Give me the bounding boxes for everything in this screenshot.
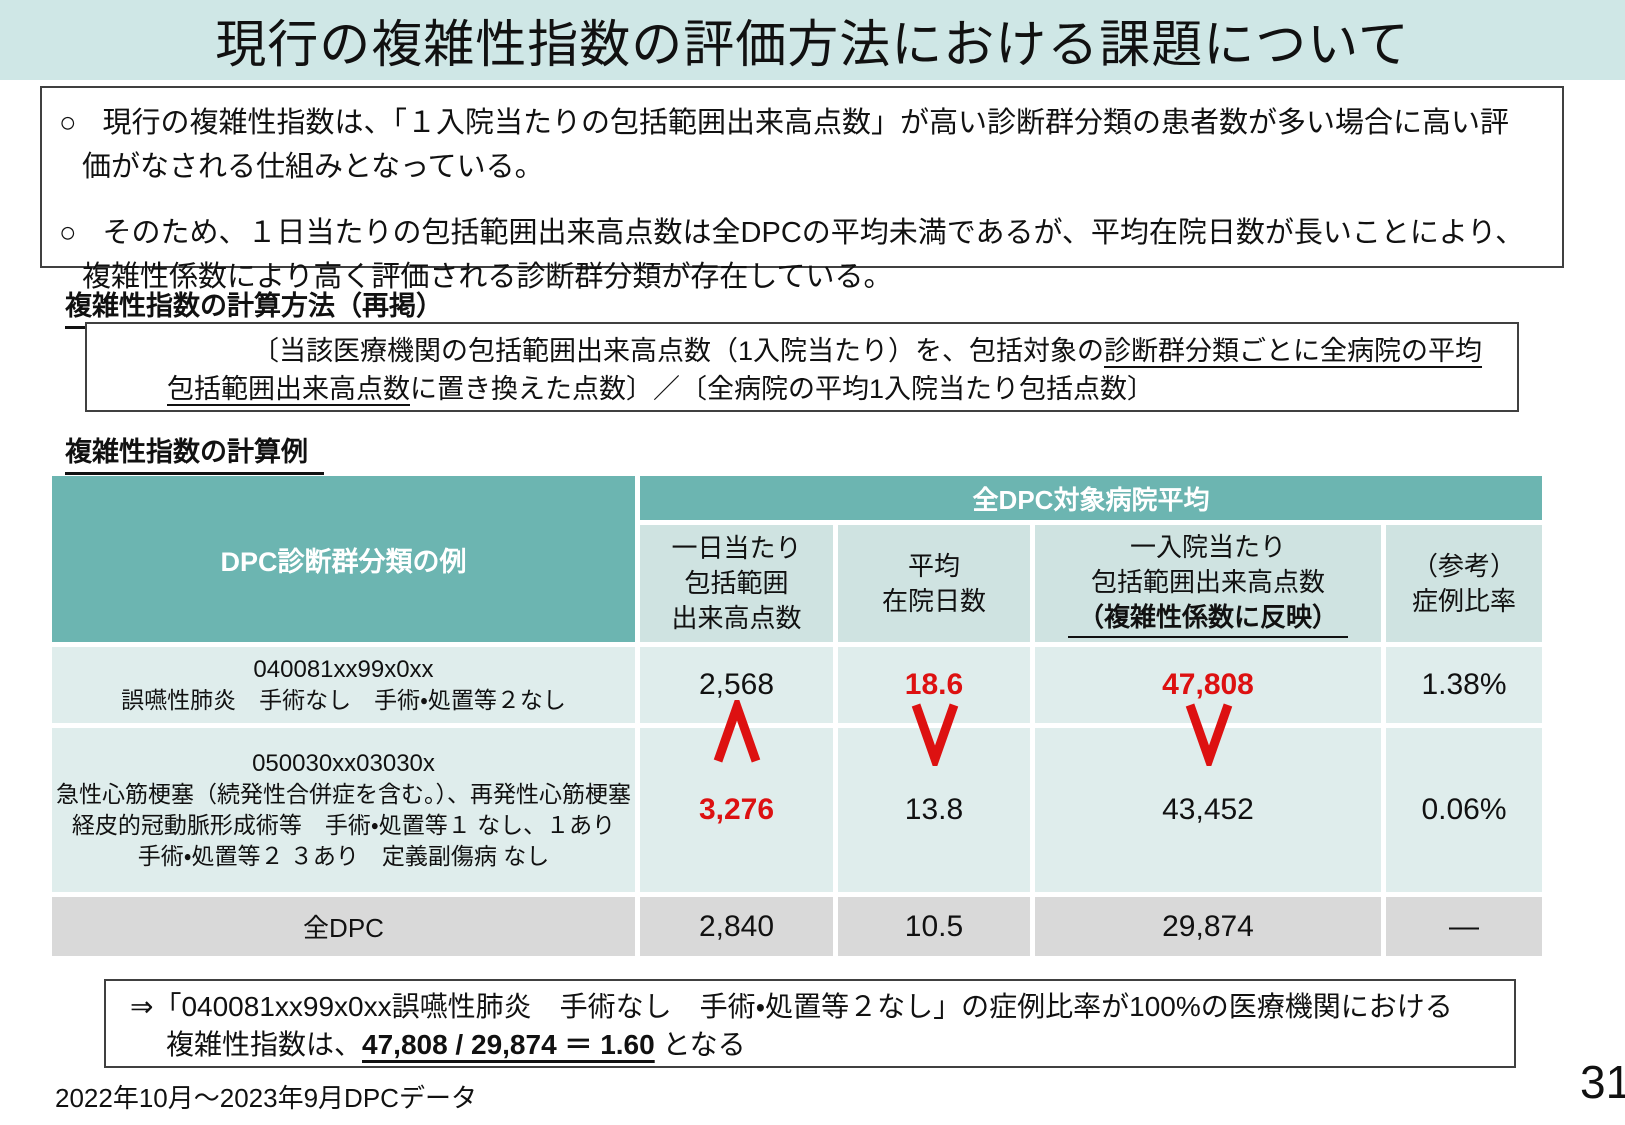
conclusion-prefix: 複雑性指数は、 (166, 1029, 363, 1060)
point-item: ○ そのため、１日当たりの包括範囲出来高点数は全DPCの平均未満であるが、平均在… (59, 211, 1546, 299)
table-cell-avg-stay: 18.6 (838, 647, 1030, 723)
title-band: 現行の複雑性指数の評価方法における課題について (0, 0, 1625, 80)
table-cell-avg-stay: 10.5 (838, 897, 1030, 956)
page-number: 31 (1580, 1056, 1625, 1108)
column-header-avg-stay: 平均 在院日数 (838, 525, 1030, 642)
formula-part: 〔当該医療機関の包括範囲出来高点数（1入院当たり）を、包括対象の (252, 336, 1105, 366)
bullet-circle-icon: ○ (59, 107, 77, 139)
dpc-code: 040081xx99x0xx (253, 656, 434, 683)
column-header-case-ratio: （参考） 症例比率 (1386, 525, 1542, 642)
conclusion-box: ⇒「040081xx99x0xx誤嚥性肺炎 手術なし 手術・処置等２なし」の症例… (104, 979, 1516, 1068)
comparison-greater-than-icon (909, 700, 961, 766)
column-header-per-admission-points: 一入院当たり 包括範囲出来高点数 （複雑性係数に反映） (1035, 525, 1381, 642)
table-cell-case-ratio: 0.06% (1386, 728, 1542, 892)
table-cell-case-ratio: 1.38% (1386, 647, 1542, 723)
table-cell-daily-points: 2,840 (640, 897, 833, 956)
comparison-greater-than-icon (1183, 700, 1235, 766)
formula-box: 〔当該医療機関の包括範囲出来高点数（1入院当たり）を、包括対象の診断群分類ごとに… (85, 322, 1519, 412)
table-corner-header: DPC診断群分類の例 (52, 476, 635, 642)
table-row-dpc-label: 040081xx99x0xx 誤嚥性肺炎 手術なし 手術・処置等２なし (52, 647, 635, 723)
example-section-heading: 複雑性指数の計算例 (65, 430, 324, 475)
dpc-code: 050030xx03030x (252, 750, 435, 777)
conclusion-suffix: となる (654, 1029, 746, 1060)
dpc-name: 急性心筋梗塞（続発性合併症を含む。）、再発性心筋梗塞 経皮的冠動脈形成術等 手術… (56, 781, 654, 869)
point-text: 価がなされる仕組みとなっている。 (82, 151, 544, 183)
data-source-note: 2022年10月～2023年9月DPCデータ (55, 1083, 477, 1113)
key-points-box: ○ 現行の複雑性指数は、「１入院当たりの包括範囲出来高点数」が高い診断群分類の患… (40, 86, 1564, 293)
formula-part-underlined: 診断群分類ごとに全病院の平均 (1104, 336, 1483, 366)
conclusion-formula: 47,808 / 29,874 ＝ 1.60 (362, 1029, 655, 1060)
table-cell-per-admission-points: 47,808 (1035, 647, 1381, 723)
page-title: 現行の複雑性指数の評価方法における課題について (215, 16, 1410, 73)
bullet-circle-icon: ○ (59, 217, 77, 249)
table-row-dpc-label: 050030xx03030x 急性心筋梗塞（続発性合併症を含む。）、再発性心筋梗… (52, 728, 654, 892)
point-text: 複雑性係数により高く評価される診断群分類が存在している。 (82, 261, 893, 293)
table-row-all-dpc-label: 全DPC (52, 897, 635, 956)
formula-part-underlined: 包括範囲出来高点数 (167, 374, 410, 404)
formula-part: に置き換えた点数〕／〔全病院の平均1入院当たり包括点数〕 (410, 374, 1155, 404)
table-cell-daily-points: 3,276 (640, 728, 833, 892)
dpc-example-table: DPC診断群分類の例 全DPC対象病院平均 一日当たり 包括範囲 出来高点数 平… (52, 476, 1542, 956)
conclusion-line2: 複雑性指数は、47,808 / 29,874 ＝ 1.60 となる (166, 1026, 1504, 1064)
table-cell-per-admission-points: 29,874 (1035, 897, 1381, 956)
table-group-header: 全DPC対象病院平均 (640, 476, 1542, 520)
dpc-name: 誤嚥性肺炎 手術なし 手術・処置等２なし (121, 687, 566, 713)
comparison-less-than-icon (711, 700, 763, 766)
column-header-daily-points: 一日当たり 包括範囲 出来高点数 (640, 525, 833, 642)
column-header-emphasis: （複雑性係数に反映） (1067, 600, 1348, 638)
table-cell-case-ratio: ― (1386, 897, 1542, 956)
conclusion-line1: ⇒「040081xx99x0xx誤嚥性肺炎 手術なし 手術・処置等２なし」の症例… (130, 991, 1453, 1022)
point-text: 現行の複雑性指数は、「１入院当たりの包括範囲出来高点数」が高い診断群分類の患者数… (102, 107, 1510, 139)
point-item: ○ 現行の複雑性指数は、「１入院当たりの包括範囲出来高点数」が高い診断群分類の患… (59, 101, 1546, 189)
formula-text: 〔当該医療機関の包括範囲出来高点数（1入院当たり）を、包括対象の診断群分類ごとに… (167, 332, 1499, 408)
point-text: そのため、１日当たりの包括範囲出来高点数は全DPCの平均未満であるが、平均在院日… (102, 217, 1525, 249)
